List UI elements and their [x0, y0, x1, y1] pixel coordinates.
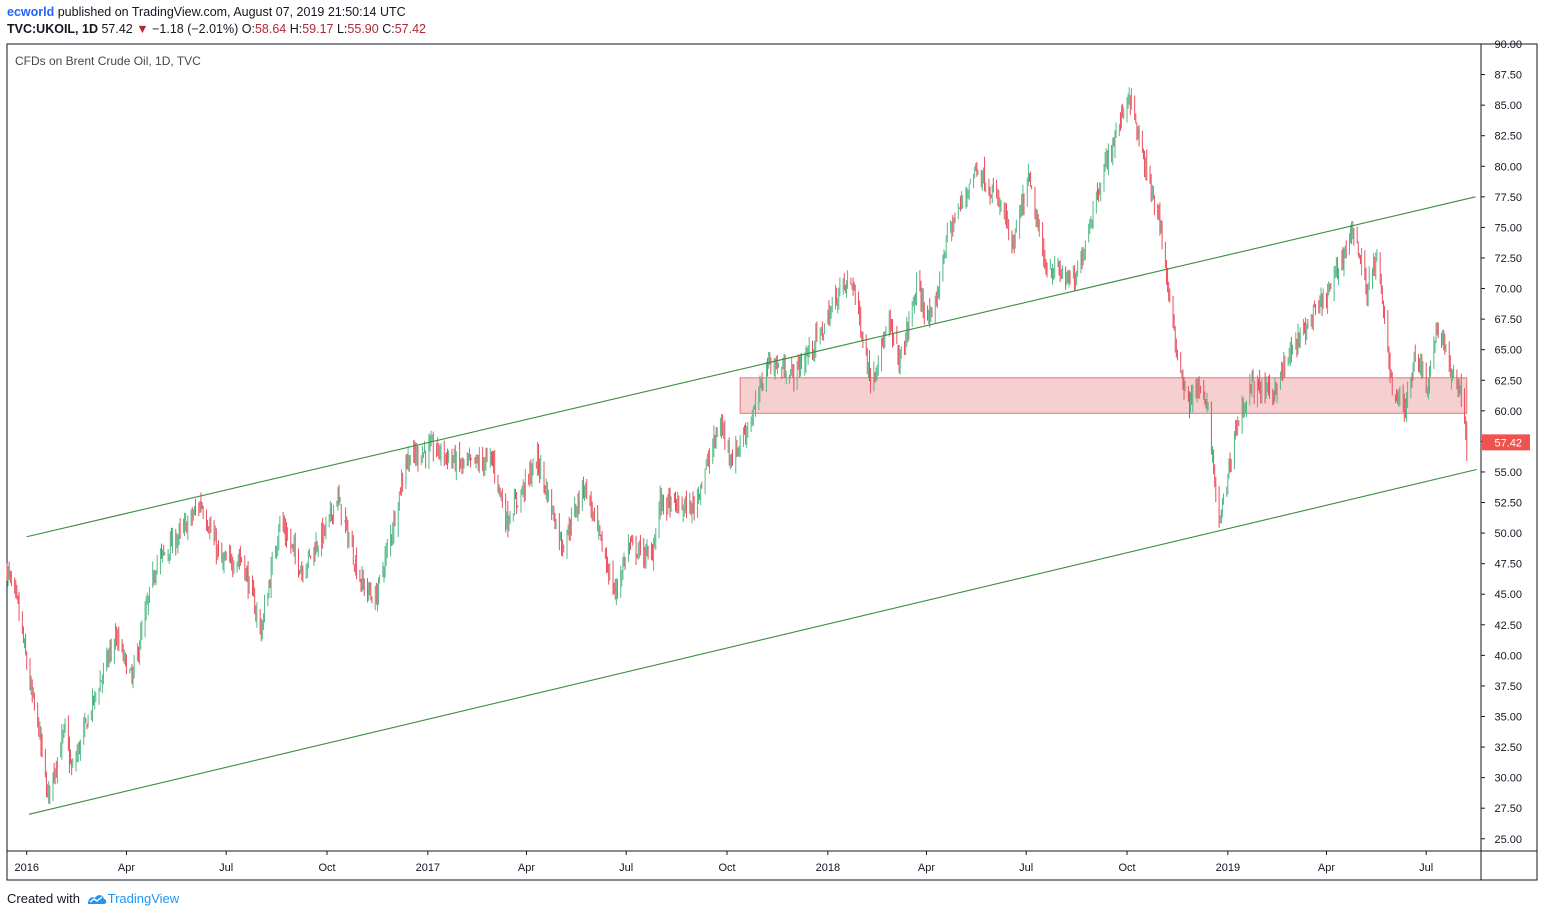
tradingview-logo-icon — [87, 895, 106, 904]
y-tick-label: 42.50 — [1494, 620, 1522, 632]
symbol-name: TVC:UKOIL, 1D — [7, 22, 98, 36]
candles-layer — [6, 87, 1468, 805]
publish-info: ecworld published on TradingView.com, Au… — [7, 5, 406, 19]
chart-frame — [6, 43, 1538, 881]
high-label: H: — [289, 22, 303, 36]
y-tick-label: 82.50 — [1494, 131, 1522, 143]
x-tick-label: 2017 — [416, 862, 440, 874]
x-tick-label: Oct — [318, 862, 335, 874]
open-label: O: — [241, 22, 255, 36]
y-tick-label: 85.00 — [1494, 100, 1522, 112]
upper-channel-line — [26, 196, 1476, 538]
y-tick-label: 35.00 — [1494, 712, 1522, 724]
y-tick-label: 70.00 — [1494, 284, 1522, 296]
y-tick-label: 60.00 — [1494, 406, 1522, 418]
x-tick-label: Apr — [118, 862, 135, 874]
x-tick-label: Apr — [918, 862, 935, 874]
symbol-info: TVC:UKOIL, 1D 57.42 ▼ −1.18 (−2.01%) O:5… — [7, 22, 426, 36]
y-tick-label: 87.50 — [1494, 70, 1522, 82]
y-tick-label: 62.50 — [1494, 375, 1522, 387]
change-down-icon: ▼ — [136, 22, 149, 36]
y-tick-label: 45.00 — [1494, 589, 1522, 601]
y-tick-label: 50.00 — [1494, 528, 1522, 540]
y-tick-label: 55.00 — [1494, 467, 1522, 479]
zone-layer — [739, 377, 1468, 414]
last-value: 57.42 — [101, 22, 133, 36]
y-tick-label: 72.50 — [1494, 253, 1522, 265]
price-axis[interactable]: 90.00 87.50 85.00 82.50 80.00 77.50 75.00 72.50… — [1481, 39, 1530, 846]
y-tick-label: 30.00 — [1494, 773, 1522, 785]
y-tick-label: 65.00 — [1494, 345, 1522, 357]
x-tick-label: 2018 — [816, 862, 840, 874]
y-tick-label: 77.50 — [1494, 192, 1522, 204]
low-value: 55.90 — [347, 22, 379, 36]
x-tick-label: Jul — [619, 862, 633, 874]
channel-layer — [26, 196, 1477, 815]
x-tick-label: 2016 — [14, 862, 38, 874]
y-tick-label: 75.00 — [1494, 222, 1522, 234]
y-tick-label: 80.00 — [1494, 161, 1522, 173]
y-tick-label: 27.50 — [1494, 803, 1522, 815]
last-price-tag — [1482, 434, 1530, 451]
x-tick-label: Apr — [518, 862, 535, 874]
created-with-text: Created with — [7, 891, 80, 906]
time-axis[interactable]: 2016 Apr Jul Oct 2017 Apr Jul Oct 2018 Apr Jul Oct 2… — [14, 851, 1433, 874]
plot-border — [6, 43, 1538, 881]
x-tick-label: Jul — [1419, 862, 1433, 874]
x-tick-label: Jul — [1019, 862, 1033, 874]
open-value: 58.64 — [254, 22, 287, 36]
close-label: C: — [382, 22, 395, 36]
published-text: published on TradingView.com, August 07,… — [57, 5, 406, 19]
y-tick-label: 47.50 — [1494, 559, 1522, 571]
y-tick-label: 32.50 — [1494, 742, 1522, 754]
x-tick-label: 2019 — [1216, 862, 1240, 874]
x-tick-label: Apr — [1318, 862, 1335, 874]
y-tick-label: 67.50 — [1494, 314, 1522, 326]
footer: Created with TradingView — [7, 891, 179, 906]
y-tick-label: 40.00 — [1494, 650, 1522, 662]
change-value: −1.18 (−2.01%) — [152, 22, 239, 36]
y-tick-label: 37.50 — [1494, 681, 1522, 693]
x-tick-label: Oct — [1118, 862, 1135, 874]
tradingview-brand[interactable]: TradingView — [107, 891, 180, 906]
last-price-label: 57.42 — [1494, 437, 1522, 449]
y-tick-label: 52.50 — [1494, 498, 1522, 510]
low-label: L: — [336, 22, 348, 36]
lower-channel-line — [28, 468, 1477, 815]
high-value: 59.17 — [302, 22, 334, 36]
close-value: 57.42 — [394, 22, 426, 36]
y-tick-label: 25.00 — [1494, 834, 1522, 846]
y-tick-label: 90.00 — [1494, 39, 1522, 51]
author-name[interactable]: ecworld — [7, 5, 55, 19]
x-tick-label: Oct — [718, 862, 735, 874]
x-tick-label: Jul — [219, 862, 233, 874]
chart-title: CFDs on Brent Crude Oil, 1D, TVC — [15, 54, 201, 68]
support-resistance-zone — [739, 377, 1468, 414]
